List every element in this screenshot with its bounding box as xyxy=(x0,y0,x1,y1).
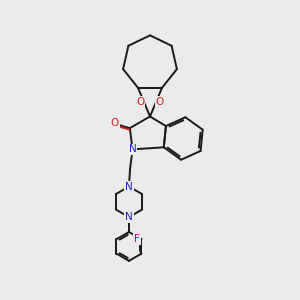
Text: O: O xyxy=(156,97,164,107)
Text: F: F xyxy=(134,234,140,244)
Text: N: N xyxy=(125,212,133,222)
Text: N: N xyxy=(125,182,133,191)
Text: N: N xyxy=(129,144,136,154)
Text: O: O xyxy=(110,118,119,128)
Text: O: O xyxy=(136,97,144,107)
